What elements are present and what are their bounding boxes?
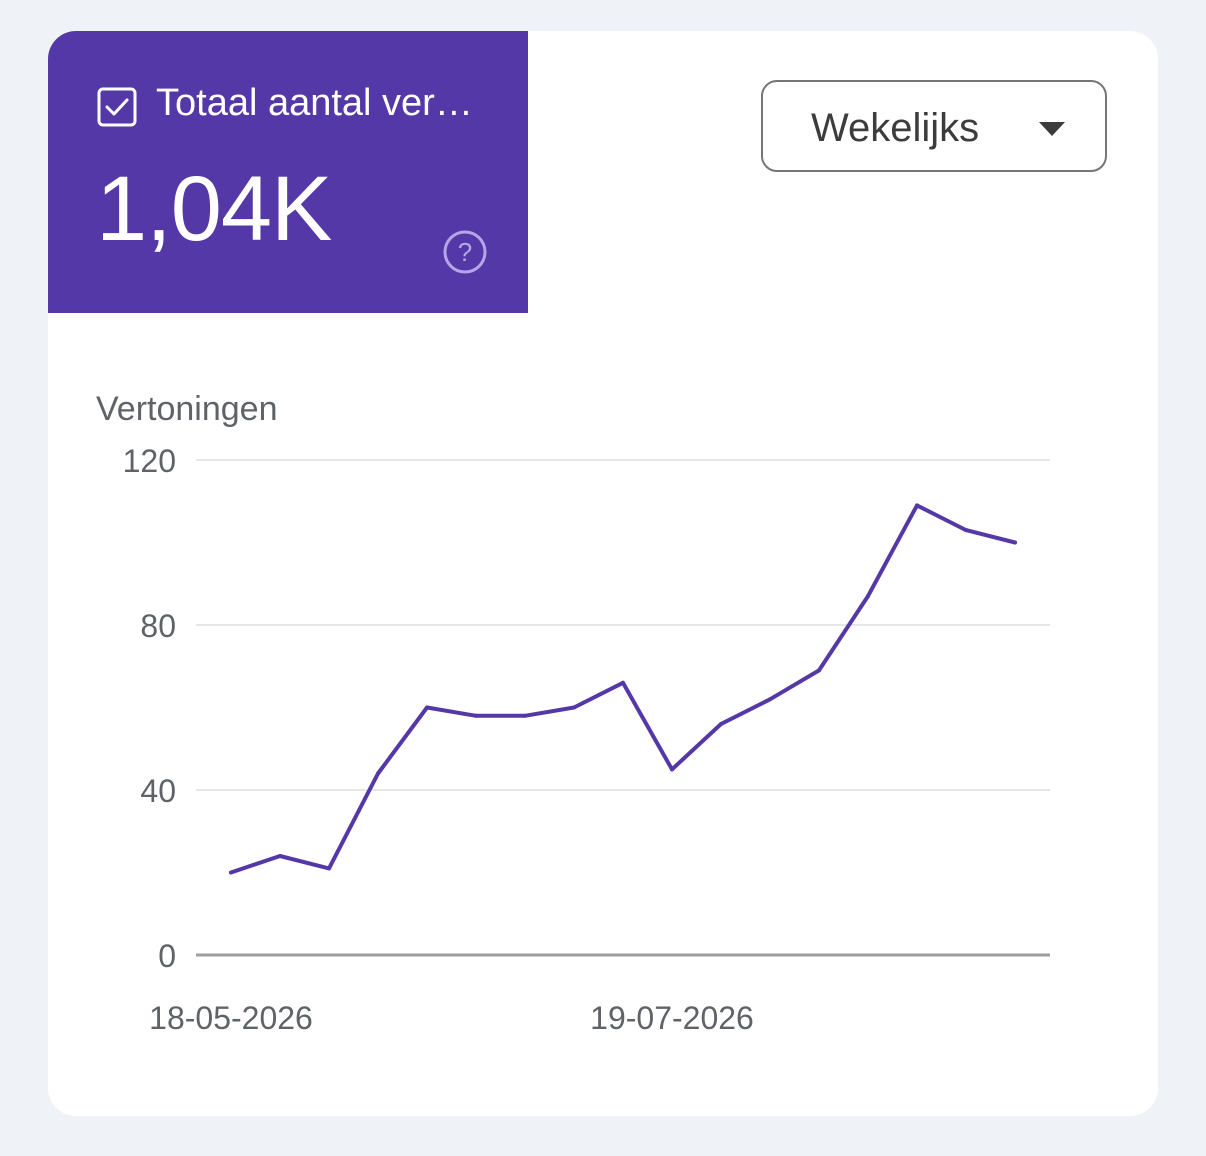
svg-text:?: ? [458, 237, 472, 267]
y-tick-label: 120 [123, 443, 176, 479]
data-point [523, 713, 527, 718]
data-point [229, 870, 233, 875]
y-tick-label: 0 [158, 938, 176, 974]
metric-value: 1,04K [96, 158, 332, 260]
data-point [327, 866, 331, 871]
data-point [1013, 540, 1017, 545]
data-points [229, 503, 1017, 875]
y-tick-label: 80 [140, 608, 176, 644]
metric-tile-impressions[interactable]: Totaal aantal vertoningen 1,04K ? [48, 31, 528, 313]
series-line-impressions [229, 503, 1017, 875]
data-point [425, 705, 429, 710]
performance-card: Totaal aantal vertoningen 1,04K ? Wekeli… [48, 31, 1158, 1116]
y-tick-label: 40 [140, 773, 176, 809]
checkbox-checked-icon[interactable] [97, 87, 137, 127]
x-tick-labels: 18-05-2026 19-07-2026 [149, 1000, 754, 1036]
x-tick-label: 18-05-2026 [149, 1000, 313, 1036]
data-point [278, 854, 282, 858]
y-tick-labels: 0 40 80 120 [123, 443, 176, 974]
data-point [474, 713, 478, 718]
data-point [621, 680, 625, 685]
data-point [572, 705, 576, 710]
y-axis-label: Vertoningen [96, 390, 278, 428]
help-circle-icon[interactable]: ? [442, 229, 488, 275]
data-point [915, 503, 919, 508]
x-tick-label: 19-07-2026 [590, 1000, 754, 1036]
data-point [964, 528, 968, 533]
period-dropdown[interactable]: Wekelijks [761, 80, 1107, 172]
caret-down-icon [1039, 122, 1065, 136]
data-point [817, 668, 821, 673]
data-point [866, 594, 870, 599]
data-point [768, 697, 772, 702]
period-selected-label: Wekelijks [811, 106, 980, 150]
impressions-line-chart: Vertoningen 0 40 80 120 18-05-2026 19-07-202… [96, 390, 1050, 1036]
data-point [376, 771, 380, 776]
data-point [670, 767, 674, 772]
data-point [719, 722, 723, 726]
grid-lines [196, 459, 1050, 957]
